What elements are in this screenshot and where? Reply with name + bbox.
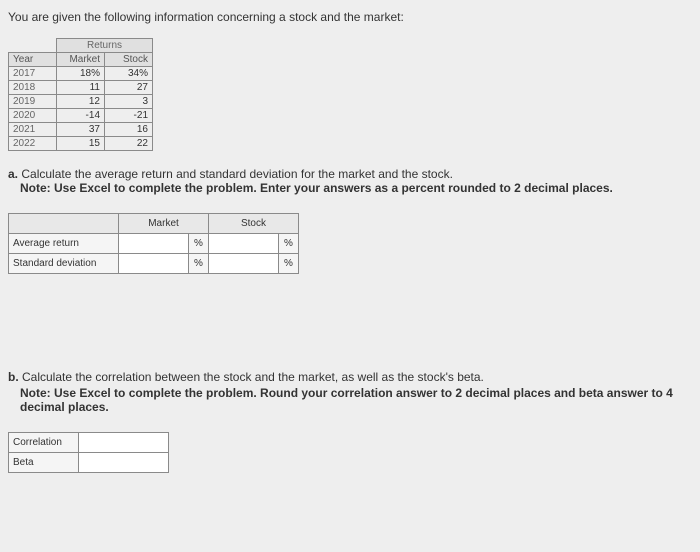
- year-cell: 2021: [9, 123, 57, 137]
- blank-cell: [9, 39, 57, 53]
- year-cell: 2019: [9, 95, 57, 109]
- stock-header: Stock: [105, 53, 153, 67]
- stddev-stock-input[interactable]: [209, 254, 279, 274]
- stock-cell: 27: [105, 81, 153, 95]
- section-a-label: a.: [8, 167, 18, 181]
- correlation-label: Correlation: [9, 433, 79, 453]
- stddev-label: Standard deviation: [9, 254, 119, 274]
- answer-table-a: Market Stock Average return % % Standard…: [8, 213, 299, 274]
- section-a-note: Note: Use Excel to complete the problem.…: [8, 181, 692, 195]
- market-cell: 12: [57, 95, 105, 109]
- year-header: Year: [9, 53, 57, 67]
- stddev-market-input[interactable]: [119, 254, 189, 274]
- pct-label: %: [189, 254, 209, 274]
- market-cell: 11: [57, 81, 105, 95]
- section-b-note: Note: Use Excel to complete the problem.…: [8, 386, 692, 414]
- answer-table-b: Correlation Beta: [8, 432, 169, 473]
- stock-cell: -21: [105, 109, 153, 123]
- avg-return-label: Average return: [9, 234, 119, 254]
- stock-cell: 22: [105, 137, 153, 151]
- market-col-header: Market: [119, 214, 209, 234]
- avg-return-stock-input[interactable]: [209, 234, 279, 254]
- year-cell: 2017: [9, 67, 57, 81]
- returns-header: Returns: [57, 39, 153, 53]
- market-cell: 37: [57, 123, 105, 137]
- returns-data-table: Returns Year Market Stock 2017 18% 34% 2…: [8, 38, 153, 151]
- section-a-text: Calculate the average return and standar…: [18, 167, 453, 181]
- avg-return-market-input[interactable]: [119, 234, 189, 254]
- correlation-input[interactable]: [79, 433, 169, 453]
- stock-cell: 16: [105, 123, 153, 137]
- stock-col-header: Stock: [209, 214, 299, 234]
- section-a: a. Calculate the average return and stan…: [8, 167, 692, 274]
- stock-cell: 3: [105, 95, 153, 109]
- intro-text: You are given the following information …: [8, 10, 692, 24]
- section-b-text: Calculate the correlation between the st…: [19, 370, 484, 384]
- beta-label: Beta: [9, 453, 79, 473]
- market-header: Market: [57, 53, 105, 67]
- year-cell: 2022: [9, 137, 57, 151]
- market-cell: 15: [57, 137, 105, 151]
- blank-header: [9, 214, 119, 234]
- market-cell: 18%: [57, 67, 105, 81]
- pct-label: %: [279, 254, 299, 274]
- year-cell: 2020: [9, 109, 57, 123]
- beta-input[interactable]: [79, 453, 169, 473]
- section-b: b. Calculate the correlation between the…: [8, 370, 692, 473]
- year-cell: 2018: [9, 81, 57, 95]
- pct-label: %: [189, 234, 209, 254]
- pct-label: %: [279, 234, 299, 254]
- market-cell: -14: [57, 109, 105, 123]
- section-b-label: b.: [8, 370, 19, 384]
- stock-cell: 34%: [105, 67, 153, 81]
